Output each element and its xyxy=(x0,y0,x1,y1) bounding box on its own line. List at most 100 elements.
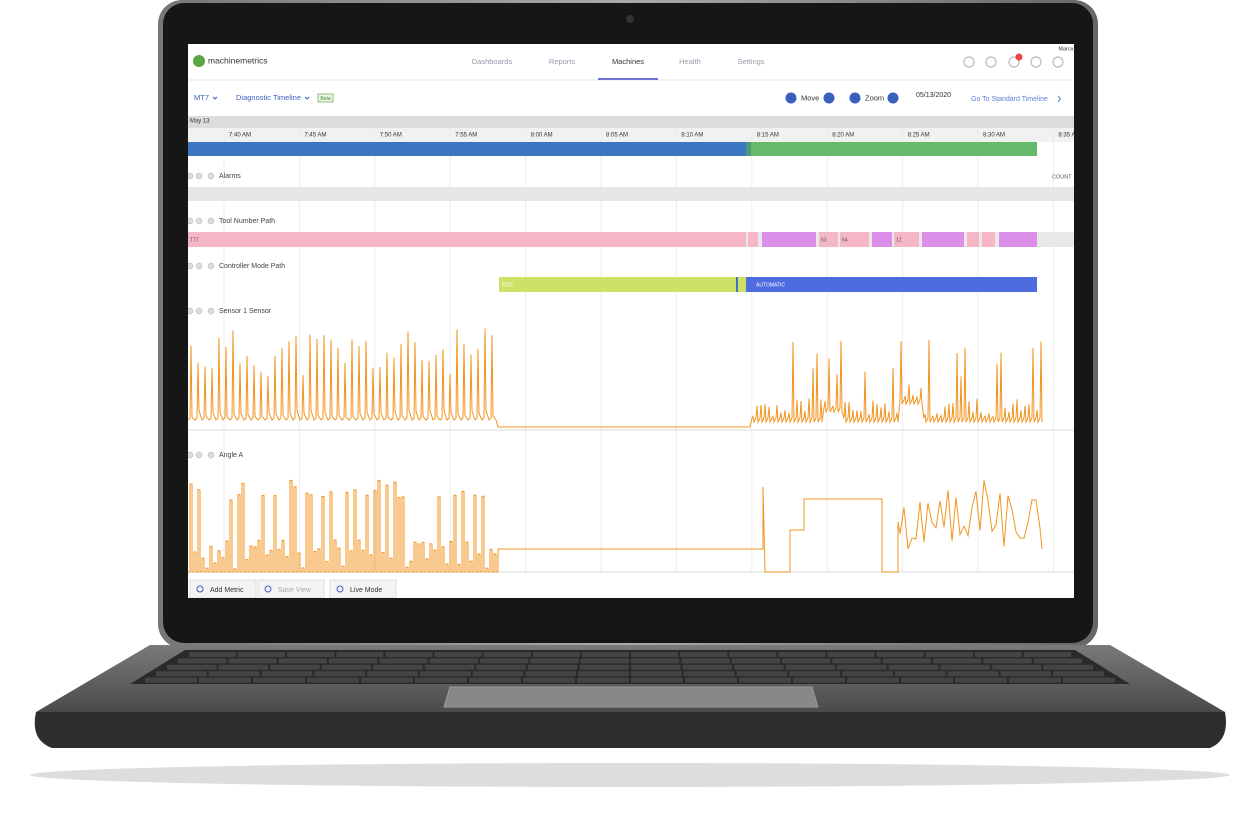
row-control[interactable] xyxy=(187,172,194,180)
key xyxy=(373,664,423,670)
state-green xyxy=(746,142,1037,156)
row-control[interactable] xyxy=(187,262,194,270)
base-front xyxy=(34,712,1227,748)
move-right[interactable] xyxy=(823,92,835,104)
key xyxy=(361,677,413,683)
nav-item[interactable]: Reports xyxy=(549,57,576,66)
tool-segment-label: 63 xyxy=(821,237,827,243)
key xyxy=(847,677,899,683)
footer-button[interactable] xyxy=(189,579,257,598)
row-control[interactable] xyxy=(195,262,203,270)
row-control[interactable] xyxy=(195,217,203,225)
machine-select[interactable]: MT7 xyxy=(194,93,209,102)
time-label: 7:40 AM xyxy=(229,133,251,139)
key xyxy=(894,671,946,677)
zoom-in[interactable] xyxy=(887,92,899,104)
zoom-out[interactable] xyxy=(849,92,861,104)
key xyxy=(472,671,524,677)
key xyxy=(218,664,269,670)
date-label: 05/13/2020 xyxy=(916,92,951,99)
key xyxy=(580,658,629,664)
zoom-label: Zoom xyxy=(865,93,884,102)
standard-link[interactable]: Go To Standard Timeline xyxy=(971,96,1048,103)
nav-item[interactable]: Health xyxy=(679,57,701,66)
row-control[interactable] xyxy=(207,262,215,270)
footer-button-label: Save View xyxy=(278,587,312,594)
key xyxy=(983,658,1032,664)
key xyxy=(424,664,475,670)
row-control[interactable] xyxy=(195,172,203,180)
row-control[interactable] xyxy=(187,217,194,225)
nav-item[interactable]: Dashboards xyxy=(472,57,513,66)
date-header: Wed May 13 xyxy=(176,119,210,125)
tool-segment-label: 64 xyxy=(842,237,848,243)
button-icon xyxy=(336,585,344,593)
header-bar xyxy=(188,44,1074,80)
badge: Beta xyxy=(320,96,331,102)
key xyxy=(469,677,521,683)
nav-item[interactable]: Settings xyxy=(737,57,764,66)
caret xyxy=(212,96,218,100)
key xyxy=(336,652,384,657)
camera xyxy=(626,15,634,23)
row-label: Controller Mode Path xyxy=(219,263,285,270)
key xyxy=(1000,671,1052,677)
header-icon[interactable] xyxy=(1008,56,1020,68)
row-control[interactable] xyxy=(207,451,215,459)
key xyxy=(278,658,327,664)
key xyxy=(238,652,286,657)
key xyxy=(876,652,924,657)
count-label: COUNT xyxy=(1052,174,1072,180)
row-label: Tool Number Path xyxy=(219,218,275,225)
key xyxy=(974,652,1022,657)
footer-button[interactable] xyxy=(257,579,325,598)
key xyxy=(321,664,372,670)
key xyxy=(287,652,335,657)
chevron xyxy=(1057,95,1062,103)
key xyxy=(178,658,227,664)
row-control[interactable] xyxy=(207,217,215,225)
app: machinemetrics Dashboards Reports Machines H… xyxy=(176,44,1080,598)
time-label: 8:10 AM xyxy=(681,133,703,139)
logo-text: machinemetrics xyxy=(208,55,268,65)
alarm-band xyxy=(188,187,1074,201)
key xyxy=(785,664,836,670)
key xyxy=(832,658,881,664)
row-control[interactable] xyxy=(207,172,215,180)
key xyxy=(145,677,197,683)
row-control[interactable] xyxy=(187,307,194,315)
header-icon[interactable] xyxy=(985,56,997,68)
time-label: 7:45 AM xyxy=(304,133,326,139)
key xyxy=(685,677,737,683)
view-select[interactable]: Diagnostic Timeline xyxy=(236,93,301,102)
header-icon[interactable] xyxy=(1052,56,1064,68)
nav-item[interactable]: Machines xyxy=(612,57,644,66)
tool-segment xyxy=(922,232,964,247)
header-icon[interactable] xyxy=(963,56,975,68)
key xyxy=(789,671,841,677)
key xyxy=(631,658,680,664)
user-name: Marcx xyxy=(1059,46,1074,52)
row-control[interactable] xyxy=(195,451,203,459)
row-control[interactable] xyxy=(195,307,203,315)
time-label: 8:35 AM xyxy=(1058,133,1080,139)
footer-button[interactable] xyxy=(329,579,397,598)
date-bar xyxy=(188,116,1074,128)
key xyxy=(579,664,629,670)
logo-icon xyxy=(193,55,205,67)
tool-segment xyxy=(748,232,758,247)
key xyxy=(367,671,418,677)
row-control[interactable] xyxy=(187,451,194,459)
key xyxy=(734,664,784,670)
row-control[interactable] xyxy=(207,307,215,315)
tool-segment xyxy=(840,232,869,247)
key xyxy=(429,658,478,664)
key xyxy=(940,664,990,670)
header-icon[interactable] xyxy=(1030,56,1042,68)
move-left[interactable] xyxy=(785,92,797,104)
button-icon xyxy=(264,585,272,593)
state-mark xyxy=(746,142,751,156)
key xyxy=(631,677,683,683)
key xyxy=(189,652,237,657)
